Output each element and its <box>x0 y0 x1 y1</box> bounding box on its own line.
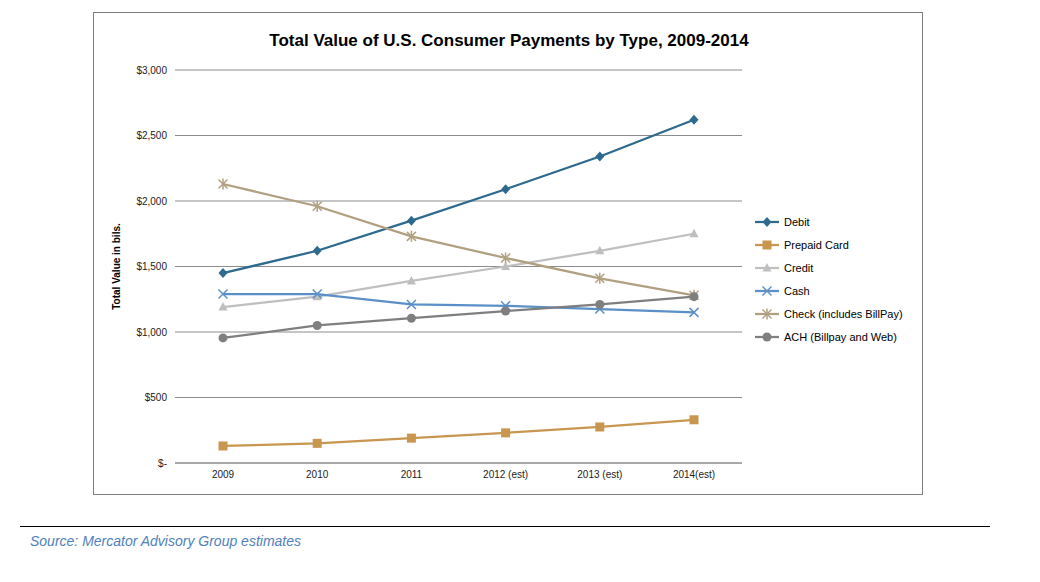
svg-text:2009: 2009 <box>212 469 235 480</box>
html-text:ACH (Billpay and Web): ACH (Billpay and Web) <box>784 330 897 343</box>
html-text:Source: Mercator Advisory Grou: Source: Mercator Advisory Group estimate… <box>30 533 301 549</box>
svg-text:Total Value in bils.: Total Value in bils. <box>111 223 122 310</box>
html-text:Debit: Debit <box>784 215 810 228</box>
svg-text:$500: $500 <box>145 392 168 403</box>
svg-text:2014(est): 2014(est) <box>673 469 715 480</box>
svg-text:2012 (est): 2012 (est) <box>483 469 528 480</box>
svg-text:$2,000: $2,000 <box>136 196 167 207</box>
html-text:Prepaid Card: Prepaid Card <box>784 238 849 251</box>
svg-text:2011: 2011 <box>401 469 423 480</box>
html-text:Total Value of U.S. Consumer P: Total Value of U.S. Consumer Payments by… <box>269 31 749 50</box>
svg-text:2013 (est): 2013 (est) <box>577 469 622 480</box>
svg-text:2010: 2010 <box>306 469 329 480</box>
svg-text:$1,000: $1,000 <box>136 327 167 338</box>
svg-text:$3,000: $3,000 <box>136 65 167 76</box>
svg-text:$-: $- <box>158 458 167 469</box>
html-text:Cash: Cash <box>784 284 810 297</box>
svg-text:$1,500: $1,500 <box>136 261 167 272</box>
html-text:Credit: Credit <box>784 261 814 274</box>
html-text:Check (includes BillPay): Check (includes BillPay) <box>784 307 903 320</box>
svg-text:$2,500: $2,500 <box>136 130 167 141</box>
